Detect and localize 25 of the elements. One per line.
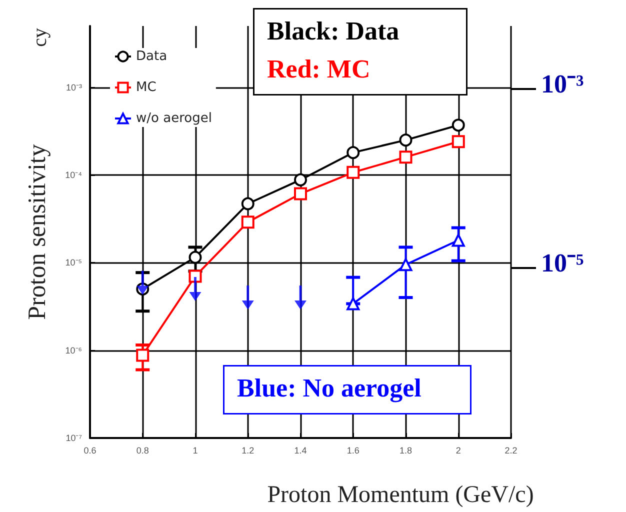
- x-tick-label: 1: [192, 446, 198, 456]
- text: 10⁻³: [541, 70, 584, 98]
- annotation: Black: Data: [267, 16, 400, 46]
- x-tick-label: 1.2: [242, 446, 254, 456]
- legend-label: w/o aerogel: [136, 111, 212, 126]
- y-tick-label: 10⁻³: [66, 82, 82, 92]
- text: cy: [29, 28, 51, 47]
- annotation: Red: MC: [267, 54, 370, 84]
- text: 10⁻⁵: [541, 248, 584, 278]
- x-tick-label: 0.8: [136, 446, 149, 456]
- x-tick-label: 1.6: [346, 446, 360, 456]
- x-tick-label: 0.6: [84, 446, 96, 456]
- y-tick-label: 10⁻⁴: [65, 170, 82, 180]
- y-tick-label: 10⁻⁵: [65, 258, 82, 268]
- x-axis-title: Proton Momentum (GeV/c): [267, 482, 534, 508]
- x-tick-label: 2: [456, 446, 461, 456]
- legend-label: Data: [136, 49, 168, 64]
- annotation: Blue: No aerogel: [237, 374, 422, 402]
- x-tick-label: 1.4: [294, 446, 307, 456]
- y-axis-title: Proton sensitivity: [24, 144, 51, 320]
- x-tick-label: 2.2: [504, 446, 518, 456]
- legend-label: MC: [136, 80, 156, 95]
- y-tick-label: 10⁻⁷: [66, 433, 82, 443]
- x-tick-label: 1.8: [399, 446, 412, 456]
- y-tick-label: 10⁻⁶: [65, 345, 82, 356]
